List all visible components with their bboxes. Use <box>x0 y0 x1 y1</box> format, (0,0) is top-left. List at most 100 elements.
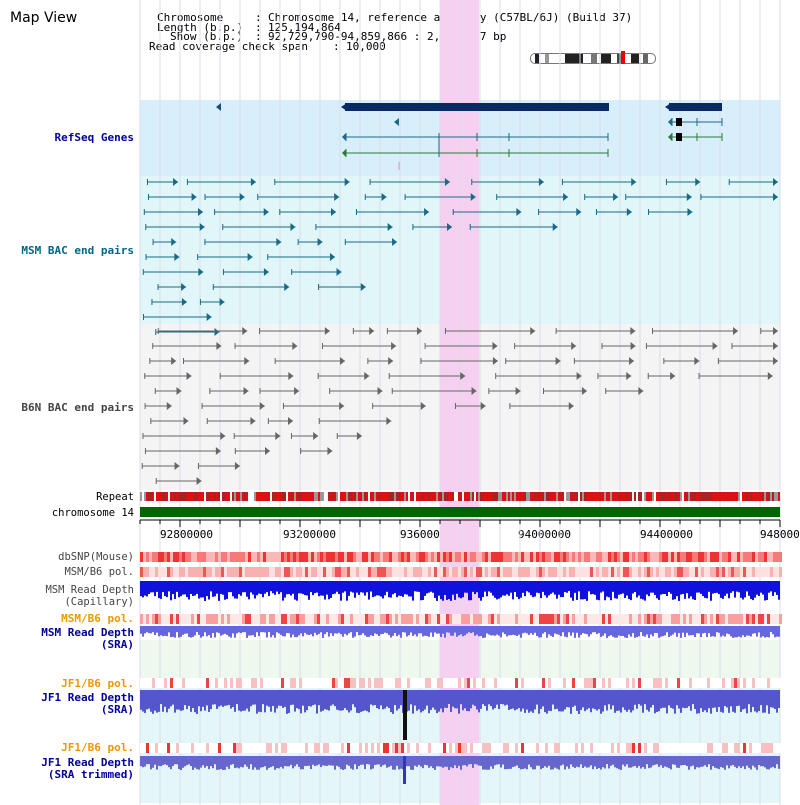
msm-pol-cell <box>410 567 413 577</box>
msm-pol-cell <box>581 567 584 577</box>
msm-capillary-depth <box>656 581 658 599</box>
repeat-segment <box>692 492 694 501</box>
jf1-pol-cell <box>596 678 599 688</box>
repeat-segment <box>262 492 264 501</box>
msm-pol2-cell <box>287 614 290 624</box>
track-label-msm-depth-sra[interactable]: MSM Read Depth <box>41 626 134 639</box>
track-label-msm-b6-pol[interactable]: MSM/B6 pol. <box>64 566 134 578</box>
track-label-msm-b6-pol-2[interactable]: MSM/B6 pol. <box>61 612 134 625</box>
dbsnp-cell <box>587 552 590 562</box>
msm-capillary-depth <box>530 581 532 596</box>
msm-sra-depth <box>556 626 558 635</box>
jf1-sra-depth <box>244 690 246 711</box>
msm-pol2-cell <box>281 614 284 624</box>
msm-pol2-cell <box>707 614 710 624</box>
jf1-trimmed-depth <box>664 756 666 767</box>
jf1-pol-cell <box>743 678 746 688</box>
jf1-trimmed-depth <box>294 756 296 767</box>
msm-capillary-depth <box>238 581 240 595</box>
msm-pol-cell <box>158 567 161 577</box>
repeat-segment <box>734 492 736 501</box>
msm-capillary-depth <box>622 581 624 594</box>
msm-pol-cell <box>152 567 155 577</box>
dbsnp-cell <box>548 552 551 562</box>
jf1-trimmed-depth <box>640 756 642 769</box>
track-label-jf1-b6-pol-2[interactable]: JF1/B6 pol. <box>61 741 134 754</box>
track-label-jf1-b6-pol[interactable]: JF1/B6 pol. <box>61 677 134 690</box>
repeat-segment <box>142 492 144 501</box>
msm-pol2-cell <box>236 614 239 624</box>
jf1-trimmed-depth <box>330 756 332 766</box>
msm-pol2-cell <box>656 614 659 624</box>
msm-capillary-depth <box>352 581 354 593</box>
dbsnp-cell <box>731 552 734 562</box>
dbsnp-cell <box>254 552 257 562</box>
repeat-segment <box>450 492 452 501</box>
msm-pol-cell <box>710 567 713 577</box>
track-label-msm-depth-capillary[interactable]: MSM Read Depth <box>45 584 134 596</box>
repeat-segment <box>252 492 254 501</box>
msm-pol-cell <box>707 567 710 577</box>
msm-sra-depth <box>666 626 668 633</box>
jf1-pol-cell <box>617 678 620 688</box>
msm-sra-depth <box>272 626 274 636</box>
msm-sra-depth <box>600 626 602 637</box>
jf1-trimmed-depth <box>396 756 398 766</box>
msm-capillary-depth <box>280 581 282 593</box>
msm-sra-depth <box>652 626 654 637</box>
jf1-sra-depth <box>682 690 684 708</box>
dbsnp-cell <box>317 552 320 562</box>
msm-pol2-cell <box>536 614 539 624</box>
track-label-msm-bac[interactable]: MSM BAC end pairs <box>21 244 134 257</box>
jf1-trimmed-depth <box>524 756 526 769</box>
track-label-refseq[interactable]: RefSeq Genes <box>54 131 134 144</box>
msm-sra-depth <box>714 626 716 637</box>
track-label-jf1-depth-sra[interactable]: JF1 Read Depth <box>41 691 134 704</box>
jf1-sra-depth <box>262 690 264 705</box>
msm-pol2-cell <box>470 614 473 624</box>
jf1-trimmed-depth <box>768 756 770 770</box>
jf1-trimmed-depth <box>574 756 576 768</box>
dbsnp-cell <box>494 552 497 562</box>
track-label-b6n-bac[interactable]: B6N BAC end pairs <box>21 401 134 414</box>
msm-sra-depth <box>614 626 616 638</box>
msm-pol-cell <box>647 567 650 577</box>
msm-sra-depth <box>236 626 238 634</box>
jf1-pol-cell <box>524 678 527 688</box>
msm-pol2-cell <box>734 614 737 624</box>
dbsnp-cell <box>599 552 602 562</box>
dbsnp-cell <box>200 552 203 562</box>
msm-capillary-depth <box>544 581 546 596</box>
dbsnp-cell <box>272 552 275 562</box>
chromosome-ideogram[interactable] <box>530 53 656 64</box>
jf1-sra-depth <box>310 690 312 707</box>
jf1-pol2-cell <box>563 743 566 753</box>
repeat-segment <box>276 492 278 501</box>
jf1-pol2-cell <box>215 743 218 753</box>
msm-sra-depth <box>156 626 158 633</box>
jf1-sra-depth <box>568 690 570 708</box>
msm-sra-depth <box>258 626 260 637</box>
jf1-pol-cell <box>173 678 176 688</box>
track-label-chromosome: chromosome 14 <box>51 507 134 519</box>
jf1-sra-depth <box>504 690 506 706</box>
repeat-segment <box>542 492 544 501</box>
msm-pol2-cell <box>395 614 398 624</box>
msm-sra-depth <box>488 626 490 635</box>
b6n-bac-pair-end <box>174 462 180 470</box>
msm-capillary-depth <box>732 581 734 592</box>
jf1-sra-depth <box>516 690 518 710</box>
msm-pol2-cell <box>581 614 584 624</box>
jf1-pol-cell <box>716 678 719 688</box>
jf1-sra-depth <box>758 690 760 712</box>
jf1-trimmed-depth <box>554 756 556 768</box>
track-label-dbsnp[interactable]: dbSNP(Mouse) <box>58 551 134 563</box>
msm-capillary-depth <box>408 581 410 597</box>
dbsnp-cell <box>701 552 704 562</box>
jf1-pol-cell <box>179 678 182 688</box>
msm-capillary-depth <box>174 581 176 599</box>
msm-pol-cell <box>293 567 296 577</box>
track-label-jf1-depth-trimmed[interactable]: JF1 Read Depth <box>41 756 134 769</box>
msm-pol2-cell <box>587 614 590 624</box>
